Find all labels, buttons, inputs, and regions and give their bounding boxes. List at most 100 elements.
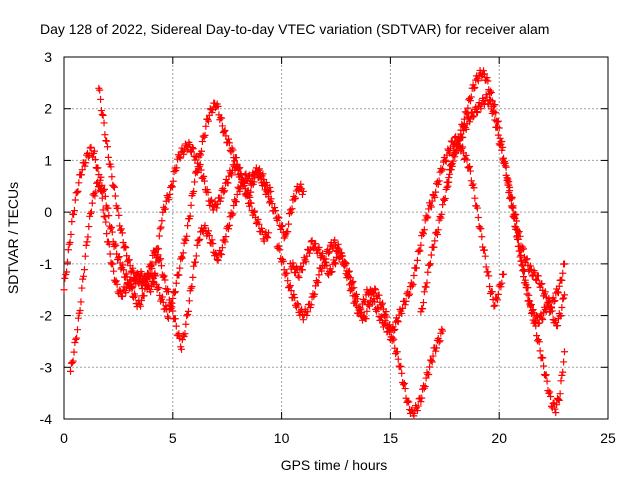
data-point	[519, 262, 527, 270]
data-point	[78, 284, 86, 292]
data-point	[218, 244, 226, 252]
data-point	[247, 188, 255, 196]
data-point	[272, 207, 280, 215]
data-point	[552, 409, 560, 417]
data-point	[85, 223, 93, 231]
data-point	[160, 272, 168, 280]
data-point	[250, 178, 258, 186]
data-point	[424, 268, 432, 276]
data-point	[394, 318, 402, 326]
data-point	[140, 292, 148, 300]
data-point	[454, 143, 462, 151]
data-point	[535, 319, 543, 327]
data-point	[485, 100, 493, 108]
data-point	[344, 271, 352, 279]
data-point	[168, 303, 176, 311]
data-point	[74, 314, 82, 322]
data-point	[417, 398, 425, 406]
data-point	[441, 194, 449, 202]
data-point	[423, 279, 431, 287]
data-point	[105, 212, 113, 220]
data-point	[109, 260, 117, 268]
data-point	[172, 322, 180, 330]
data-point	[70, 348, 78, 356]
data-point	[560, 291, 568, 299]
data-point	[204, 117, 212, 125]
data-point	[189, 145, 197, 153]
data-point	[192, 167, 200, 175]
data-point	[82, 241, 90, 249]
data-point	[541, 371, 549, 379]
data-point	[419, 230, 427, 238]
data-point	[184, 222, 192, 230]
data-point	[83, 238, 91, 246]
data-point	[191, 258, 199, 266]
data-point	[119, 261, 127, 269]
data-point	[196, 235, 204, 243]
data-point	[497, 283, 505, 291]
data-point	[529, 306, 537, 314]
data-point	[221, 126, 229, 134]
data-point	[414, 402, 422, 410]
data-point	[413, 407, 421, 415]
data-point	[500, 270, 508, 278]
data-point	[98, 111, 106, 119]
data-point	[325, 249, 333, 257]
data-point	[481, 252, 489, 260]
data-point	[349, 277, 357, 285]
data-point	[70, 207, 78, 215]
data-point	[510, 213, 518, 221]
data-point	[165, 196, 173, 204]
data-point	[439, 327, 447, 335]
data-point	[332, 260, 340, 268]
data-point	[526, 297, 534, 305]
data-point	[462, 151, 470, 159]
data-point	[422, 283, 430, 291]
data-point	[494, 131, 502, 139]
data-point	[288, 205, 296, 213]
data-point	[171, 315, 179, 323]
data-point	[195, 237, 203, 245]
data-point	[375, 291, 383, 299]
data-point	[447, 166, 455, 174]
data-point	[220, 188, 228, 196]
data-point	[102, 218, 110, 226]
data-point	[435, 338, 443, 346]
data-point	[99, 206, 107, 214]
data-point	[218, 122, 226, 130]
data-point	[424, 213, 432, 221]
data-point	[298, 190, 306, 198]
data-point	[181, 330, 189, 338]
data-point	[438, 210, 446, 218]
data-point	[80, 272, 88, 280]
data-point	[255, 166, 263, 174]
data-point	[470, 84, 478, 92]
data-point	[391, 326, 399, 334]
data-point	[485, 272, 493, 280]
data-point	[430, 192, 438, 200]
data-point	[115, 253, 123, 261]
data-point	[294, 301, 302, 309]
data-point	[505, 177, 513, 185]
data-point	[410, 412, 418, 420]
chart-title: Day 128 of 2022, Sidereal Day-to-day VTE…	[40, 21, 549, 37]
data-point	[338, 252, 346, 260]
data-point	[494, 117, 502, 125]
data-point	[97, 95, 105, 103]
data-point	[304, 308, 312, 316]
data-point	[154, 253, 162, 261]
data-point	[362, 315, 370, 323]
data-point	[122, 289, 130, 297]
data-point	[224, 179, 232, 187]
data-point	[380, 320, 388, 328]
data-point	[222, 233, 230, 241]
data-point	[193, 241, 201, 249]
data-point	[173, 164, 181, 172]
data-point	[100, 119, 108, 127]
data-point	[512, 223, 520, 231]
data-point	[533, 332, 541, 340]
data-point	[266, 183, 274, 191]
data-point	[471, 194, 479, 202]
data-point	[142, 281, 150, 289]
